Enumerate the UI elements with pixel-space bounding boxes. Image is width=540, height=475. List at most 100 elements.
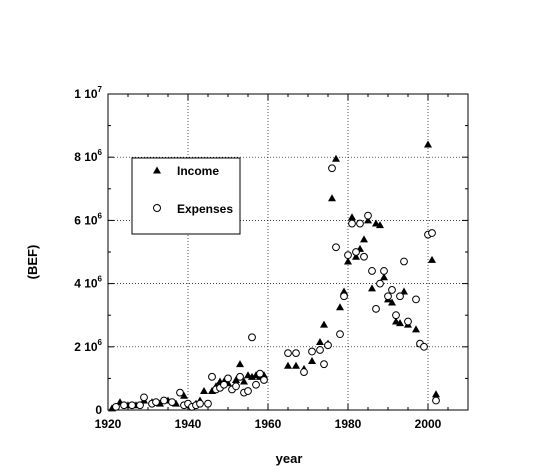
income-point: [236, 360, 244, 368]
expenses-point: [220, 380, 228, 389]
income-point: [332, 154, 340, 162]
income-point: [396, 319, 404, 327]
income-point: [340, 287, 348, 295]
expenses-point: [344, 251, 352, 260]
expenses-point: [364, 211, 372, 220]
legend: Income Expenses: [131, 157, 241, 235]
y-tick-label: 4 106: [74, 275, 102, 291]
expenses-point: [320, 360, 328, 369]
expenses-point: [128, 401, 136, 410]
expenses-point: [204, 399, 212, 408]
expenses-point: [412, 295, 420, 304]
expenses-point: [196, 399, 204, 408]
legend-expenses-label: Expenses: [177, 202, 233, 216]
expenses-point: [400, 257, 408, 266]
expenses-point: [308, 347, 316, 356]
expenses-point: [324, 341, 332, 350]
income-point: [284, 361, 292, 369]
expenses-point: [368, 267, 376, 275]
legend-box: [131, 157, 241, 235]
income-point: [364, 216, 372, 224]
y-tick-label: 1 107: [74, 85, 102, 101]
legend-income-marker: [153, 166, 161, 174]
income-point: [336, 303, 344, 311]
expenses-point: [380, 267, 388, 275]
expenses-point: [328, 164, 336, 173]
income-point: [292, 361, 300, 369]
income-point: [344, 257, 352, 265]
expenses-point: [360, 252, 368, 261]
income-point: [368, 284, 376, 292]
expenses-point: [232, 382, 240, 391]
expenses-point: [316, 346, 324, 354]
expenses-point: [224, 374, 232, 383]
expenses-point: [292, 349, 300, 358]
axis-ticks: [107, 93, 469, 411]
expenses-point: [244, 387, 252, 395]
income-point: [348, 213, 356, 221]
income-point: [352, 252, 360, 260]
income-point: [316, 338, 324, 346]
y-tick-labels: 0 2 106 4 106 6 106 8 106 1 107: [74, 85, 102, 417]
income-point: [376, 221, 384, 229]
income-point: [240, 377, 248, 385]
expenses-point: [168, 398, 176, 407]
x-axis-label: year: [276, 451, 303, 466]
income-point: [232, 375, 240, 383]
y-tick-label: 0: [95, 403, 102, 417]
income-point: [428, 255, 436, 263]
expenses-point: [348, 219, 356, 228]
x-tick-labels: 1920 1940 1960 1980 2000: [95, 417, 442, 431]
expenses-point: [404, 317, 412, 326]
legend-expenses-marker: [153, 204, 161, 212]
income-point: [400, 287, 408, 295]
expenses-point: [260, 376, 268, 384]
income-point: [360, 235, 368, 243]
income-point: [308, 357, 316, 365]
expenses-point: [432, 396, 440, 405]
expenses-point: [392, 311, 400, 320]
expenses-point: [388, 286, 396, 294]
y-tick-label: 2 106: [74, 338, 102, 354]
y-tick-label: 8 106: [74, 148, 102, 164]
income-point: [432, 390, 440, 398]
expenses-point: [300, 368, 308, 376]
expenses-point: [356, 219, 364, 228]
x-tick-label: 1960: [255, 417, 282, 431]
expenses-point: [352, 248, 360, 256]
expenses-point: [376, 279, 384, 288]
income-point: [320, 320, 328, 328]
expenses-point: [396, 292, 404, 301]
x-tick-label: 1920: [95, 417, 122, 431]
expenses-point: [336, 330, 344, 339]
expenses-point: [284, 349, 292, 358]
expenses-point: [332, 243, 340, 252]
x-tick-label: 1940: [175, 417, 202, 431]
expenses-point: [160, 396, 168, 405]
expenses-point: [136, 401, 144, 410]
y-tick-label: 6 106: [74, 211, 102, 227]
income-point: [328, 194, 336, 202]
expenses-point: [248, 333, 256, 342]
expenses-point: [152, 398, 160, 407]
expenses-point: [140, 393, 148, 402]
expenses-point: [176, 388, 184, 397]
expenses-point: [420, 342, 428, 351]
legend-income-label: Income: [177, 164, 219, 178]
expenses-point: [252, 380, 260, 389]
x-tick-label: 2000: [415, 417, 442, 431]
expenses-point: [256, 369, 264, 378]
income-point: [412, 325, 420, 333]
expenses-point: [112, 402, 120, 411]
income-point: [380, 273, 388, 281]
expenses-point: [340, 292, 348, 301]
expenses-point: [236, 372, 244, 381]
x-tick-label: 1980: [335, 417, 362, 431]
expenses-point: [208, 372, 216, 381]
income-point: [388, 298, 396, 306]
expenses-point: [372, 304, 380, 313]
income-point: [200, 387, 208, 395]
y-axis-label: (BEF): [25, 245, 40, 280]
expenses-point: [428, 229, 436, 237]
